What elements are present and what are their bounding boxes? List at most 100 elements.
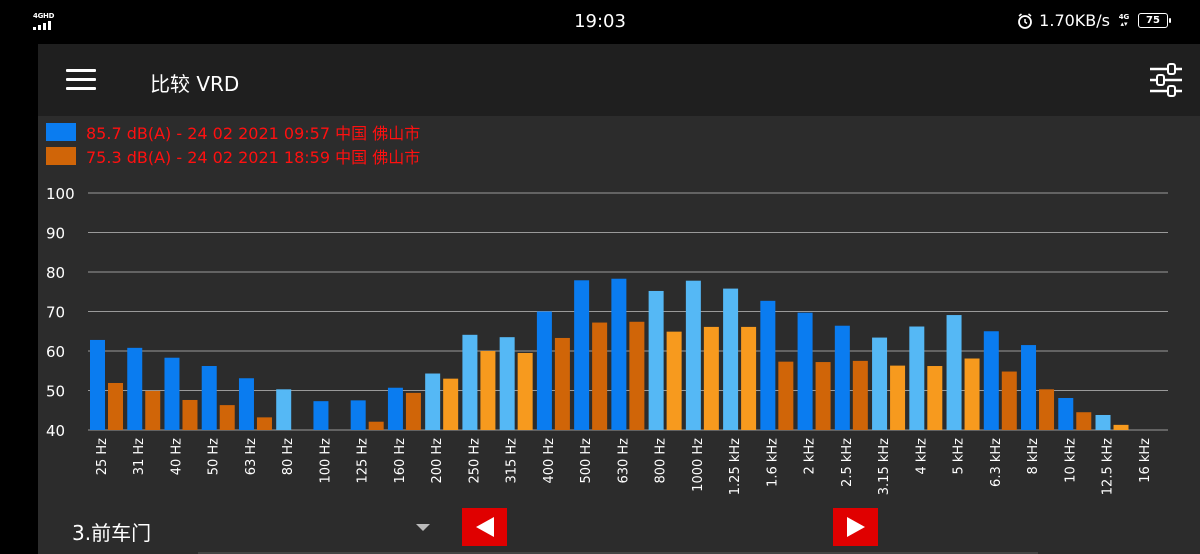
x-tick-label: 8 kHz xyxy=(1026,438,1041,475)
x-tick-label: 16 kHz xyxy=(1138,438,1153,483)
bar-series-1 xyxy=(350,400,366,430)
x-tick-label: 800 Hz xyxy=(654,438,669,484)
x-tick-label: 5 kHz xyxy=(952,438,967,475)
bar-series-1 xyxy=(536,311,552,430)
position-selector[interactable]: 3.前车门 xyxy=(72,521,152,545)
right-arrow-icon xyxy=(846,517,865,537)
chevron-down-icon[interactable] xyxy=(416,524,430,531)
battery-icon: 75 xyxy=(1138,13,1171,28)
bar-series-2 xyxy=(1001,371,1017,430)
bar-series-1 xyxy=(797,312,813,430)
bar-series-2 xyxy=(666,331,682,430)
y-tick-label: 40 xyxy=(46,422,65,440)
mobile-data-label: 4G xyxy=(1118,12,1130,21)
network-type-label: 4GHD xyxy=(33,12,55,20)
x-tick-label: 630 Hz xyxy=(616,438,631,484)
app-header: 比较 VRD xyxy=(38,44,1200,116)
bar-series-1 xyxy=(983,331,999,430)
x-tick-label: 3.15 kHz xyxy=(877,438,892,495)
y-tick-label: 70 xyxy=(46,304,65,322)
bar-series-2 xyxy=(256,417,272,430)
x-tick-label: 400 Hz xyxy=(542,438,557,484)
signal-icon: 4GHD xyxy=(33,12,55,32)
x-tick-label: 200 Hz xyxy=(430,438,445,484)
bar-series-1 xyxy=(499,337,515,430)
status-right-group: 1.70KB/s 4G ▴▾ 75 xyxy=(1017,11,1171,30)
chart-legend: 85.7 dB(A) - 24 02 2021 09:57 中国 佛山市 75.… xyxy=(46,120,420,168)
bar-series-1 xyxy=(313,401,329,430)
legend-item-series-1: 85.7 dB(A) - 24 02 2021 09:57 中国 佛山市 xyxy=(46,120,420,144)
x-tick-label: 25 Hz xyxy=(95,438,110,475)
bar-series-1 xyxy=(238,378,254,430)
x-tick-label: 31 Hz xyxy=(132,438,147,475)
bar-series-2 xyxy=(182,399,198,430)
bar-series-1 xyxy=(648,290,664,430)
bar-series-1 xyxy=(685,280,701,430)
bar-series-1 xyxy=(90,339,105,430)
alarm-icon xyxy=(1018,12,1033,29)
bar-series-2 xyxy=(629,321,645,430)
x-tick-label: 80 Hz xyxy=(281,438,296,475)
bar-series-2 xyxy=(405,392,421,430)
status-time: 19:03 xyxy=(574,11,626,32)
bar-series-2 xyxy=(815,362,831,430)
legend-swatch-series-2 xyxy=(46,147,76,165)
previous-button[interactable] xyxy=(462,508,507,546)
status-bar: 4GHD 19:03 1.70KB/s 4G ▴▾ 75 xyxy=(0,0,1200,44)
bar-series-1 xyxy=(1095,414,1111,430)
bar-series-2 xyxy=(1039,389,1055,430)
x-tick-label: 500 Hz xyxy=(579,438,594,484)
x-tick-label: 40 Hz xyxy=(169,438,184,475)
bar-series-2 xyxy=(219,405,235,430)
bar-series-1 xyxy=(127,347,143,430)
bar-series-1 xyxy=(760,300,776,430)
bar-series-2 xyxy=(108,382,123,430)
x-tick-label: 100 Hz xyxy=(318,438,333,484)
bar-series-1 xyxy=(425,373,441,430)
next-button[interactable] xyxy=(833,508,878,546)
app-window: 比较 VRD 100 90 80 70 60 50 40 25 Hz 31 Hz 40 Hz 50 … xyxy=(38,44,1200,554)
bar-series-1 xyxy=(462,334,478,430)
scroll-indicator xyxy=(198,552,1038,554)
sliders-filter-icon[interactable] xyxy=(1148,62,1184,98)
legend-label-series-2: 75.3 dB(A) - 24 02 2021 18:59 中国 佛山市 xyxy=(86,148,421,167)
bar-series-2 xyxy=(927,366,943,430)
x-tick-label: 125 Hz xyxy=(356,438,371,484)
bar-series-1 xyxy=(611,278,627,430)
battery-level: 75 xyxy=(1146,15,1160,26)
spectrum-bar-chart: 100 90 80 70 60 50 40 25 Hz 31 Hz 40 Hz 50 Hz 63 Hz… xyxy=(46,185,1168,495)
legend-swatch-series-1 xyxy=(46,123,76,141)
hamburger-menu-icon[interactable] xyxy=(66,69,96,91)
bar-series-2 xyxy=(778,361,794,430)
x-tick-label: 4 kHz xyxy=(914,438,929,475)
bar-series-2 xyxy=(554,337,570,430)
bar-series-2 xyxy=(592,322,608,430)
bar-series-1 xyxy=(723,288,739,430)
bar-series-2 xyxy=(964,358,980,430)
bar-series-2 xyxy=(517,352,533,430)
bar-series-2 xyxy=(890,365,906,430)
x-tick-label: 1000 Hz xyxy=(691,438,706,492)
y-tick-label: 90 xyxy=(46,225,65,243)
bar-series-1 xyxy=(909,326,925,430)
x-tick-label: 63 Hz xyxy=(244,438,259,475)
bar-series-1 xyxy=(834,325,850,430)
bar-series-1 xyxy=(276,389,292,430)
bar-series-2 xyxy=(443,378,459,430)
bar-series-1 xyxy=(872,337,888,430)
bar-series-1 xyxy=(1021,345,1037,430)
mobile-data-icon: 4G ▴▾ xyxy=(1116,12,1132,28)
legend-item-series-2: 75.3 dB(A) - 24 02 2021 18:59 中国 佛山市 xyxy=(46,144,420,168)
page-title: 比较 VRD xyxy=(150,72,240,96)
bar-series-2 xyxy=(480,351,496,430)
x-tick-label: 12.5 kHz xyxy=(1101,438,1116,495)
bar-series-2 xyxy=(741,326,757,430)
x-tick-label: 50 Hz xyxy=(207,438,222,475)
x-tick-label: 2.5 kHz xyxy=(840,438,855,487)
footer-bar: 3.前车门 xyxy=(38,500,1200,554)
bar-series-1 xyxy=(1058,398,1074,430)
x-tick-label: 1.25 kHz xyxy=(728,438,743,495)
x-tick-label: 250 Hz xyxy=(467,438,482,484)
y-tick-label: 60 xyxy=(46,343,65,361)
legend-label-series-1: 85.7 dB(A) - 24 02 2021 09:57 中国 佛山市 xyxy=(86,124,421,143)
